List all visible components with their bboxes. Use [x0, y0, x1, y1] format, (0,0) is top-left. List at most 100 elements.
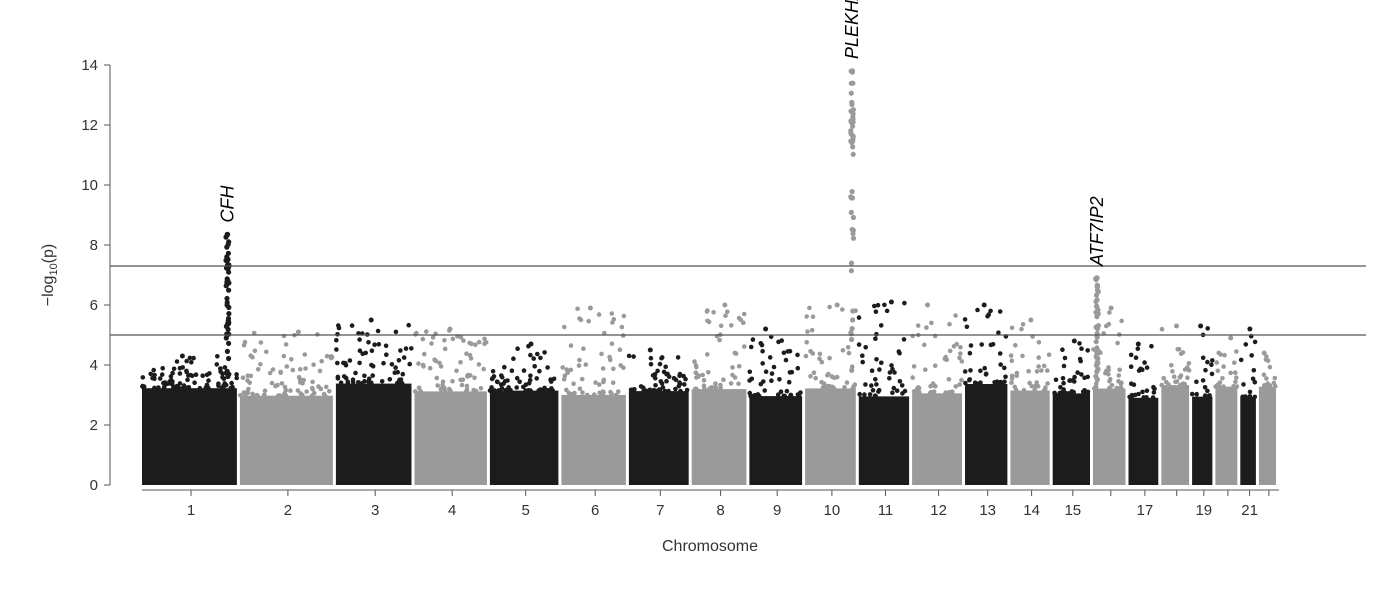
snp-point — [310, 386, 316, 392]
snp-point — [482, 341, 487, 347]
snp-point — [581, 346, 586, 352]
snp-point — [771, 364, 777, 370]
snp-point — [356, 380, 361, 385]
snp-point — [659, 381, 665, 386]
snp-point — [324, 384, 329, 390]
snp-point — [370, 364, 376, 369]
snp-point — [238, 393, 243, 398]
snp-point — [464, 383, 470, 389]
snp-point — [600, 366, 606, 371]
snp-point — [501, 381, 506, 386]
snp-point — [214, 362, 220, 367]
snp-point — [162, 380, 168, 385]
snp-point — [873, 309, 879, 315]
chromosome-22-top-snp — [1261, 350, 1267, 356]
snp-point — [1215, 382, 1221, 387]
snp-point — [884, 308, 890, 314]
snp-point — [953, 313, 958, 318]
snp-point — [927, 390, 933, 396]
snp-point — [819, 379, 824, 385]
x-tick-label: 12 — [930, 502, 947, 519]
peak-snp-point — [1093, 339, 1099, 345]
snp-point — [1075, 370, 1080, 375]
snp-point — [610, 380, 616, 386]
snp-point — [862, 392, 867, 397]
snp-point — [478, 386, 484, 391]
snp-point — [349, 323, 355, 328]
snp-point — [562, 324, 567, 330]
snp-point — [1159, 326, 1165, 332]
chromosome-15-top-snp — [1071, 338, 1077, 344]
snp-point — [376, 342, 382, 347]
snp-point — [1079, 372, 1084, 377]
snp-point — [706, 319, 712, 325]
snp-point — [857, 391, 862, 397]
chromosome-12-top-snp — [925, 302, 930, 308]
snp-point — [1202, 393, 1208, 398]
chromosome-18-dense-mass — [1161, 385, 1190, 485]
snp-point — [562, 373, 568, 379]
snp-point — [1034, 369, 1040, 374]
snp-point — [811, 370, 817, 376]
snp-point — [826, 371, 831, 377]
peak-snp-point — [226, 287, 232, 293]
snp-point — [673, 386, 678, 392]
snp-point — [879, 360, 884, 366]
data-points — [140, 68, 1278, 485]
snp-point — [245, 373, 251, 379]
snp-point — [777, 377, 782, 382]
snp-point — [889, 363, 894, 368]
snp-point — [223, 382, 229, 388]
peak-snp-point — [226, 331, 232, 337]
snp-point — [1205, 326, 1210, 331]
snp-point — [250, 355, 255, 360]
snp-point — [580, 390, 585, 395]
snp-point — [335, 360, 340, 366]
snp-point — [560, 365, 565, 370]
snp-point — [803, 353, 809, 359]
snp-point — [542, 350, 547, 355]
snp-point — [476, 339, 482, 345]
snp-point — [398, 348, 403, 353]
snp-point — [159, 372, 165, 377]
snp-point — [379, 379, 385, 384]
snp-point — [664, 371, 669, 377]
chromosome-18-top-snp — [1174, 323, 1179, 329]
snp-point — [152, 385, 157, 391]
snp-point — [617, 347, 623, 353]
snp-point — [1002, 365, 1007, 371]
snp-point — [887, 370, 893, 375]
snp-point — [817, 351, 823, 357]
x-axis-title: Chromosome — [662, 538, 758, 555]
snp-point — [561, 377, 567, 382]
snp-point — [887, 376, 892, 381]
snp-point — [1082, 375, 1087, 381]
snp-point — [564, 387, 569, 393]
peak-snp-point — [1094, 284, 1100, 290]
chromosome-15-points — [1052, 338, 1091, 485]
snp-point — [1194, 379, 1199, 385]
snp-point — [943, 390, 948, 395]
snp-point — [1151, 390, 1157, 395]
snp-point — [982, 365, 987, 371]
gene-label: CFH — [217, 185, 237, 223]
x-tick-label: 19 — [1195, 502, 1212, 519]
snp-point — [1194, 391, 1199, 397]
snp-point — [655, 368, 660, 374]
snp-point — [435, 383, 441, 388]
snp-point — [303, 366, 308, 371]
snp-point — [218, 366, 223, 371]
y-tick-label: 0 — [90, 477, 98, 494]
chromosome-8-dense-mass — [691, 389, 747, 485]
x-tick-label: 21 — [1241, 502, 1258, 519]
snp-point — [1261, 372, 1267, 378]
snp-point — [593, 380, 598, 385]
snp-point — [725, 309, 730, 315]
snp-point — [429, 341, 434, 346]
peak-snp-point — [1094, 376, 1100, 383]
snp-point — [911, 364, 917, 369]
snp-point — [924, 325, 929, 330]
snp-point — [1185, 365, 1190, 370]
snp-point — [1012, 384, 1018, 390]
snp-point — [577, 386, 583, 392]
